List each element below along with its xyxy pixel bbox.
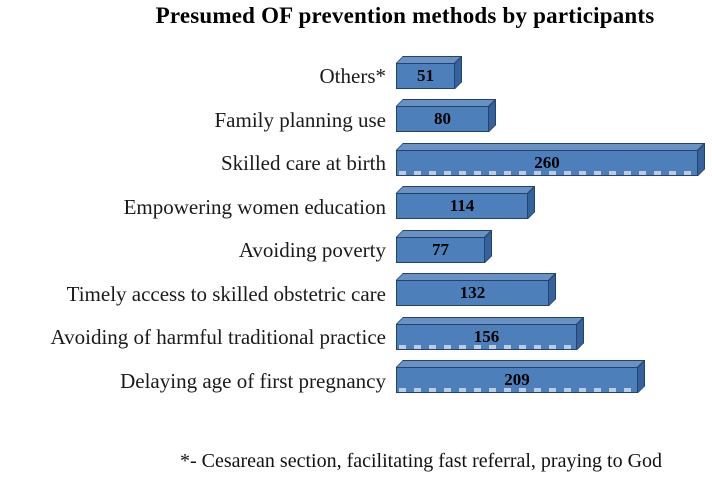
bar-side-face	[577, 316, 584, 350]
chart-row: Timely access to skilled obstetric care 1…	[0, 272, 712, 315]
bar-side-face	[549, 273, 556, 306]
bar-top-face	[396, 360, 645, 367]
bar-value-label: 80	[434, 109, 451, 128]
bar-top-face	[396, 186, 535, 193]
category-label: Delaying age of first pregnancy	[120, 368, 386, 393]
bar-side-face	[489, 99, 496, 132]
bar-value-label: 156	[473, 326, 500, 346]
bar-value-label: 51	[417, 65, 434, 85]
bar-value-label: 114	[449, 196, 475, 215]
category-label: Empowering women education	[123, 194, 386, 219]
bar-top-face	[396, 273, 556, 280]
bar-value-label: 209	[504, 370, 530, 389]
category-label: Family planning use	[214, 107, 387, 132]
bar-bottom-dash-marks	[399, 344, 574, 349]
category-label: Timely access to skilled obstetric care	[66, 281, 386, 306]
bar-side-face	[528, 186, 535, 219]
chart-row: Family planning use 80	[0, 98, 712, 141]
bar: 114	[396, 186, 535, 219]
bar: 80	[396, 99, 496, 132]
chart-row: Skilled care at birth 260	[0, 141, 712, 184]
bar-top-face	[396, 99, 496, 106]
bar: 260	[396, 142, 705, 176]
chart-row: Avoiding poverty 77	[0, 228, 712, 271]
bar: 156	[396, 316, 584, 350]
chart-row: Avoiding of harmful traditional practice…	[0, 315, 712, 358]
bar-value-label: 132	[459, 283, 486, 302]
category-label: Avoiding of harmful traditional practice	[50, 325, 387, 349]
bar-side-face	[638, 360, 645, 393]
bar-side-face	[698, 142, 705, 176]
bar: 209	[396, 360, 645, 393]
category-label: Avoiding poverty	[238, 238, 386, 262]
bar: 51	[396, 55, 462, 89]
bar-top-face	[396, 55, 462, 63]
chart-row: Delaying age of first pregnancy 209	[0, 359, 712, 402]
bar-top-face	[396, 229, 492, 237]
bar-value-label: 77	[432, 239, 449, 259]
bar-bottom-dash-marks	[399, 388, 635, 392]
bar-front-face	[396, 62, 455, 89]
chart-row: Others* 51	[0, 54, 712, 97]
bar-value-label: 260	[534, 152, 560, 172]
bar-front-face	[396, 236, 485, 263]
bar-top-face	[396, 142, 705, 150]
bar-front-face	[396, 106, 489, 132]
bar-side-face	[455, 55, 462, 89]
category-label: Skilled care at birth	[220, 151, 386, 175]
chart-footnote: *- Cesarean section, facilitating fast r…	[179, 450, 663, 472]
bar: 77	[396, 229, 492, 263]
chart-title: Presumed OF prevention methods by partic…	[155, 3, 655, 28]
chart-row: Empowering women education 114	[0, 185, 712, 228]
bar-front-face	[396, 280, 549, 306]
category-label: Others*	[319, 64, 387, 88]
bar-bottom-dash-marks	[399, 170, 695, 175]
bar-side-face	[485, 229, 492, 263]
bar-front-face	[396, 193, 528, 219]
bar: 132	[396, 273, 556, 306]
bar-top-face	[396, 316, 584, 324]
